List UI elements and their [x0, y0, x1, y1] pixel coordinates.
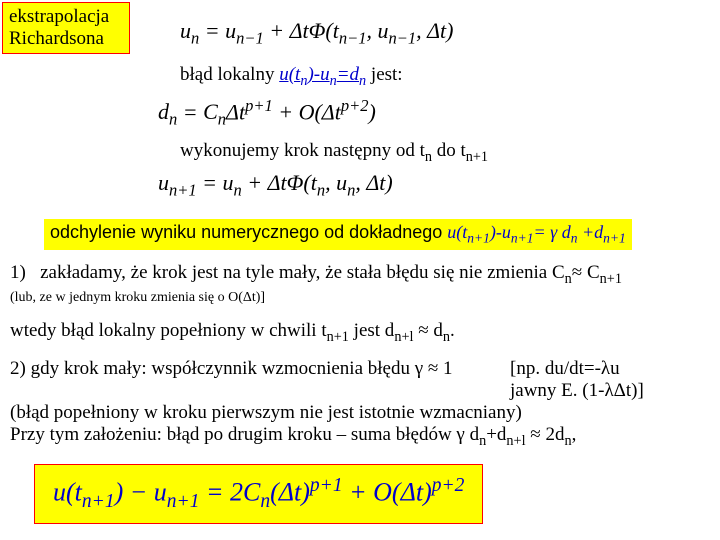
- local-error-prefix: błąd lokalny: [180, 64, 279, 85]
- final-formula-box: u(tn+1) − un+1 = 2Cn(Δt)p+1 + O(Δt)p+2: [34, 464, 483, 524]
- assump1-num: 1): [10, 262, 26, 283]
- jawny-line: jawny E. (1-λΔt)]: [510, 380, 644, 402]
- przy-sub-b: n+l: [506, 433, 525, 449]
- then-sub-a: n+1: [327, 329, 349, 345]
- formula-un1: un+1 = un + ΔtΦ(tn, un, Δt): [158, 170, 393, 200]
- formula-un: un = un−1 + ΔtΦ(tn−1, un−1, Δt): [180, 18, 454, 48]
- assump2-a: 2) gdy krok mały: współczynnik wzmocnien…: [10, 358, 453, 379]
- przy-a: Przy tym założeniu: błąd po drugim kroku…: [10, 424, 479, 445]
- local-error-suffix: jest:: [366, 64, 402, 85]
- przy-b: +d: [486, 424, 506, 445]
- paren2-line: (błąd popełniony w kroku pierwszym nie j…: [10, 402, 522, 424]
- title-line1: ekstrapolacja: [9, 6, 109, 27]
- assump2-b: [np. du/dt=-λu: [510, 358, 620, 380]
- title-line2: Richardsona: [9, 28, 104, 49]
- then-sub-c: n: [443, 329, 450, 345]
- przy-tym-line: Przy tym założeniu: błąd po drugim kroku…: [10, 424, 576, 450]
- assumption-1: 1) zakładamy, że krok jest na tyle mały,…: [10, 262, 622, 288]
- then-line: wtedy błąd lokalny popełniony w chwili t…: [10, 320, 455, 346]
- przy-c: ≈ 2d: [526, 424, 565, 445]
- paren-note: (lub, ze w jednym kroku zmienia się o O(…: [10, 290, 265, 306]
- local-error-line: błąd lokalny u(tn)-un=dn jest:: [180, 64, 403, 90]
- assump1-text: zakładamy, że krok jest na tyle mały, że…: [40, 262, 565, 283]
- assumption-2: 2) gdy krok mały: współczynnik wzmocnien…: [10, 358, 710, 380]
- assump1-text2: C: [582, 262, 599, 283]
- local-error-formula: u(tn)-un=dn: [279, 64, 366, 85]
- next-step-sub-a: n: [425, 149, 432, 165]
- next-step-sub-b: n+1: [466, 149, 488, 165]
- then-c: ≈ d: [413, 320, 442, 341]
- deviation-blue: u(tn+1)-un+1= γ dn +dn+1: [447, 222, 626, 242]
- title-box: ekstrapolacja Richardsona: [2, 2, 130, 54]
- then-b: jest d: [349, 320, 394, 341]
- next-step-a: wykonujemy krok następny od t: [180, 140, 425, 161]
- deviation-black: odchylenie wyniku numerycznego od dokład…: [50, 222, 447, 242]
- formula-dn: dn = CnΔtp+1 + O(Δtp+2): [158, 96, 376, 130]
- next-step-b: do t: [432, 140, 466, 161]
- assump1-approx: ≈: [572, 262, 582, 283]
- assump1-sub1: n: [565, 271, 572, 287]
- deviation-box: odchylenie wyniku numerycznego od dokład…: [44, 219, 632, 250]
- then-sub-b: n+l: [394, 329, 413, 345]
- then-d: .: [450, 320, 455, 341]
- next-step-line: wykonujemy krok następny od tn do tn+1: [180, 140, 488, 166]
- przy-d: ,: [572, 424, 577, 445]
- przy-sub-c: n: [564, 433, 571, 449]
- then-a: wtedy błąd lokalny popełniony w chwili t: [10, 320, 327, 341]
- assump1-sub2: n+1: [600, 271, 622, 287]
